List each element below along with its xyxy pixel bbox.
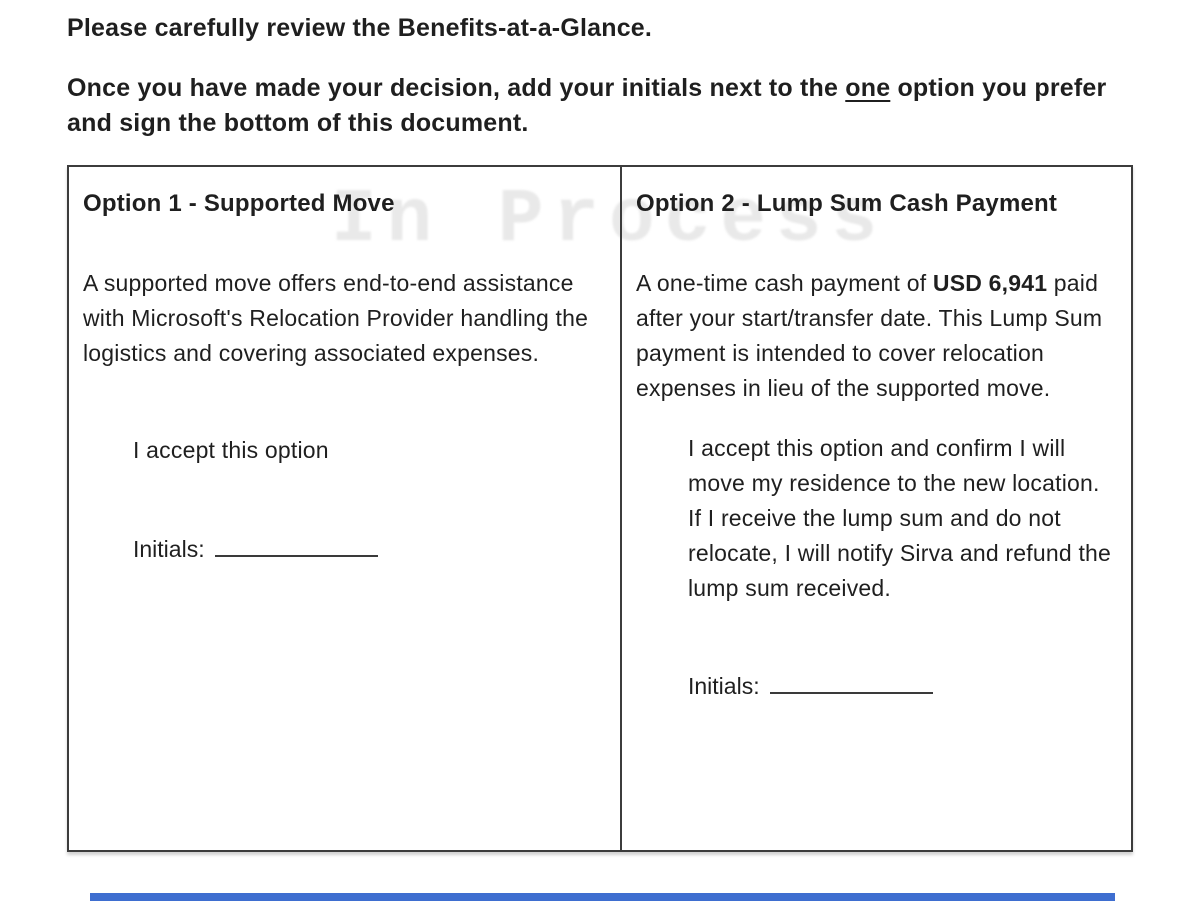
option1-initials-row: Initials: xyxy=(133,529,604,567)
option2-title: Option 2 - Lump Sum Cash Payment xyxy=(636,190,1058,217)
option1-accept-statement: I accept this option xyxy=(133,437,329,463)
intro-heading: Please carefully review the Benefits-at-… xyxy=(67,14,653,42)
option2-initials-row: Initials: xyxy=(688,666,1115,704)
option2-initials-field[interactable] xyxy=(769,666,933,694)
option2-description-pre: A one-time cash payment of xyxy=(636,270,933,296)
intro-instructions: Once you have made your decision, add yo… xyxy=(67,71,1127,141)
option1-cell: Option 1 - Supported Move A supported mo… xyxy=(69,167,622,850)
intro-instructions-pre: Once you have made your decision, add yo… xyxy=(67,74,846,102)
option1-title: Option 1 - Supported Move xyxy=(83,190,395,217)
option1-initials-field[interactable] xyxy=(214,529,378,557)
intro-instructions-post: option you prefer and sign the bottom of… xyxy=(67,74,1107,137)
option2-initials-label: Initials: xyxy=(688,673,760,699)
option2-amount: USD 6,941 xyxy=(932,270,1048,296)
options-table: In Process Option 1 - Supported Move A s… xyxy=(67,165,1133,852)
option1-description: A supported move offers end-to-end assis… xyxy=(83,270,589,366)
option2-description-post: paid after your start/transfer date. Thi… xyxy=(636,270,1103,401)
bottom-accent-bar xyxy=(90,893,1115,901)
option2-description: A one-time cash payment of USD 6,941 pai… xyxy=(636,266,1115,406)
option2-accept-statement: I accept this option and confirm I will … xyxy=(688,435,1112,601)
intro-underlined-word: one xyxy=(845,74,891,102)
option1-initials-label: Initials: xyxy=(133,536,205,562)
option2-cell: Option 2 - Lump Sum Cash Payment A one-t… xyxy=(622,167,1131,850)
